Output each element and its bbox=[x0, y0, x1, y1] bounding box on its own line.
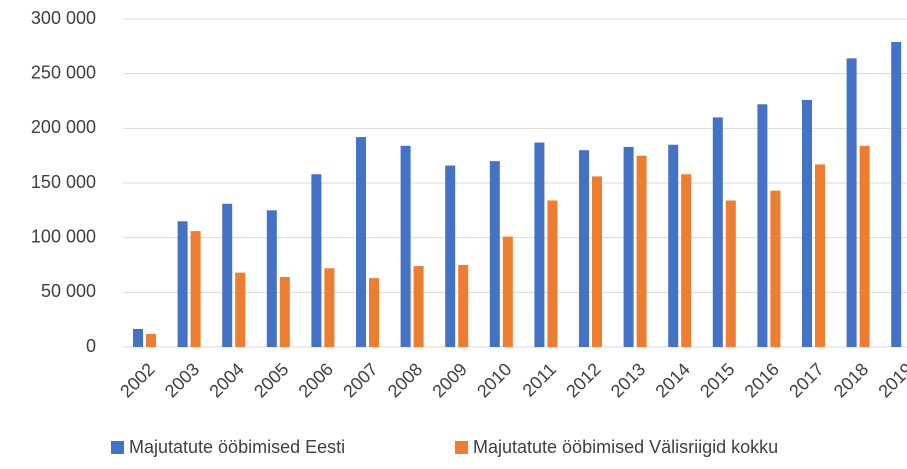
bar bbox=[891, 41, 902, 348]
x-tick-label: 2005 bbox=[250, 359, 292, 401]
x-tick-label: 2010 bbox=[473, 359, 515, 401]
bar bbox=[846, 58, 857, 348]
legend-label: Majutatute ööbimised Välisriigid kokku bbox=[473, 437, 778, 457]
bar bbox=[681, 174, 692, 347]
bar bbox=[458, 265, 469, 347]
bar bbox=[489, 161, 500, 347]
x-tick-label: 2007 bbox=[339, 359, 381, 401]
bar bbox=[324, 268, 335, 347]
bar bbox=[534, 142, 545, 347]
bar bbox=[623, 146, 634, 347]
bar bbox=[502, 236, 513, 347]
bar bbox=[592, 176, 602, 347]
x-tick-label: 2017 bbox=[785, 359, 827, 401]
x-tick-label: 2018 bbox=[830, 359, 872, 401]
bar bbox=[757, 104, 768, 347]
bar bbox=[235, 272, 246, 347]
bar bbox=[579, 150, 589, 347]
x-tick-label: 2012 bbox=[562, 359, 604, 401]
bar bbox=[547, 200, 558, 347]
bar bbox=[725, 200, 736, 347]
bar bbox=[369, 278, 379, 347]
x-tick-label: 2009 bbox=[428, 359, 470, 401]
x-tick-label: 2015 bbox=[696, 359, 738, 401]
bar bbox=[146, 333, 156, 347]
y-tick-label: 50 000 bbox=[41, 281, 96, 301]
y-tick-label: 100 000 bbox=[31, 226, 96, 246]
bar bbox=[712, 117, 723, 348]
x-tick-label: 2019 bbox=[874, 359, 907, 401]
bar bbox=[222, 203, 233, 347]
x-tick-label: 2008 bbox=[384, 359, 426, 401]
bar bbox=[413, 266, 424, 347]
y-tick-label: 150 000 bbox=[31, 172, 96, 192]
y-tick-label: 250 000 bbox=[31, 62, 96, 82]
bar bbox=[190, 231, 201, 347]
x-tick-label: 2011 bbox=[519, 359, 561, 401]
legend-label: Majutatute ööbimised Eesti bbox=[129, 437, 345, 457]
x-tick-label: 2002 bbox=[116, 359, 158, 401]
bar bbox=[311, 174, 322, 347]
bar bbox=[400, 145, 411, 347]
x-tick-label: 2003 bbox=[161, 359, 203, 401]
bar bbox=[802, 99, 812, 347]
x-tick-label: 2016 bbox=[741, 359, 783, 401]
bar bbox=[636, 155, 647, 347]
bar bbox=[177, 221, 188, 347]
x-tick-label: 2004 bbox=[205, 359, 247, 401]
bar bbox=[266, 210, 277, 347]
y-tick-label: 300 000 bbox=[31, 8, 96, 28]
y-tick-label: 200 000 bbox=[31, 117, 96, 137]
bar bbox=[859, 145, 870, 347]
bar bbox=[770, 190, 781, 347]
legend-swatch bbox=[111, 441, 124, 454]
bar bbox=[815, 164, 825, 347]
bar bbox=[668, 144, 679, 347]
bar bbox=[445, 165, 456, 347]
y-tick-label: 0 bbox=[86, 336, 96, 356]
x-tick-label: 2014 bbox=[651, 359, 693, 401]
bar bbox=[133, 328, 143, 347]
bar bbox=[356, 137, 366, 347]
legend-swatch bbox=[455, 441, 468, 454]
x-tick-label: 2006 bbox=[295, 359, 337, 401]
x-tick-label: 2013 bbox=[607, 359, 649, 401]
bar bbox=[279, 277, 290, 347]
